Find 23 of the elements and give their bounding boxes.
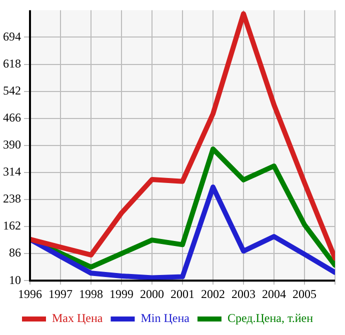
y-tick-label: 10 bbox=[9, 272, 21, 287]
x-tick-label: 2001 bbox=[170, 286, 194, 301]
y-tick-label: 238 bbox=[3, 192, 21, 206]
x-tick-label: 2003 bbox=[232, 286, 256, 301]
x-tick-label: 2004 bbox=[262, 286, 286, 301]
x-tick-label: 2000 bbox=[140, 286, 164, 301]
legend-label: Min Цена bbox=[140, 311, 190, 326]
x-tick-label: 1996 bbox=[18, 286, 42, 301]
y-tick-label: 314 bbox=[3, 164, 21, 179]
y-tick-label: 542 bbox=[3, 83, 21, 98]
x-tick-label: 2005 bbox=[292, 286, 316, 301]
y-tick-label: 618 bbox=[3, 56, 21, 70]
x-tick-label: 1997 bbox=[48, 286, 72, 301]
x-tick-label: 2002 bbox=[201, 286, 225, 301]
y-tick-label: 390 bbox=[3, 138, 21, 152]
y-tick-label: 466 bbox=[3, 110, 21, 125]
x-tick-label: 1998 bbox=[79, 286, 103, 301]
y-tick-label: 86 bbox=[9, 246, 21, 260]
y-tick-label: 162 bbox=[3, 218, 21, 233]
x-tick-label: 1999 bbox=[110, 286, 134, 301]
legend-label: Max Цена bbox=[52, 311, 104, 326]
legend-label: Сред.Цена, т.йен bbox=[227, 311, 314, 326]
y-tick-label: 694 bbox=[3, 29, 21, 44]
